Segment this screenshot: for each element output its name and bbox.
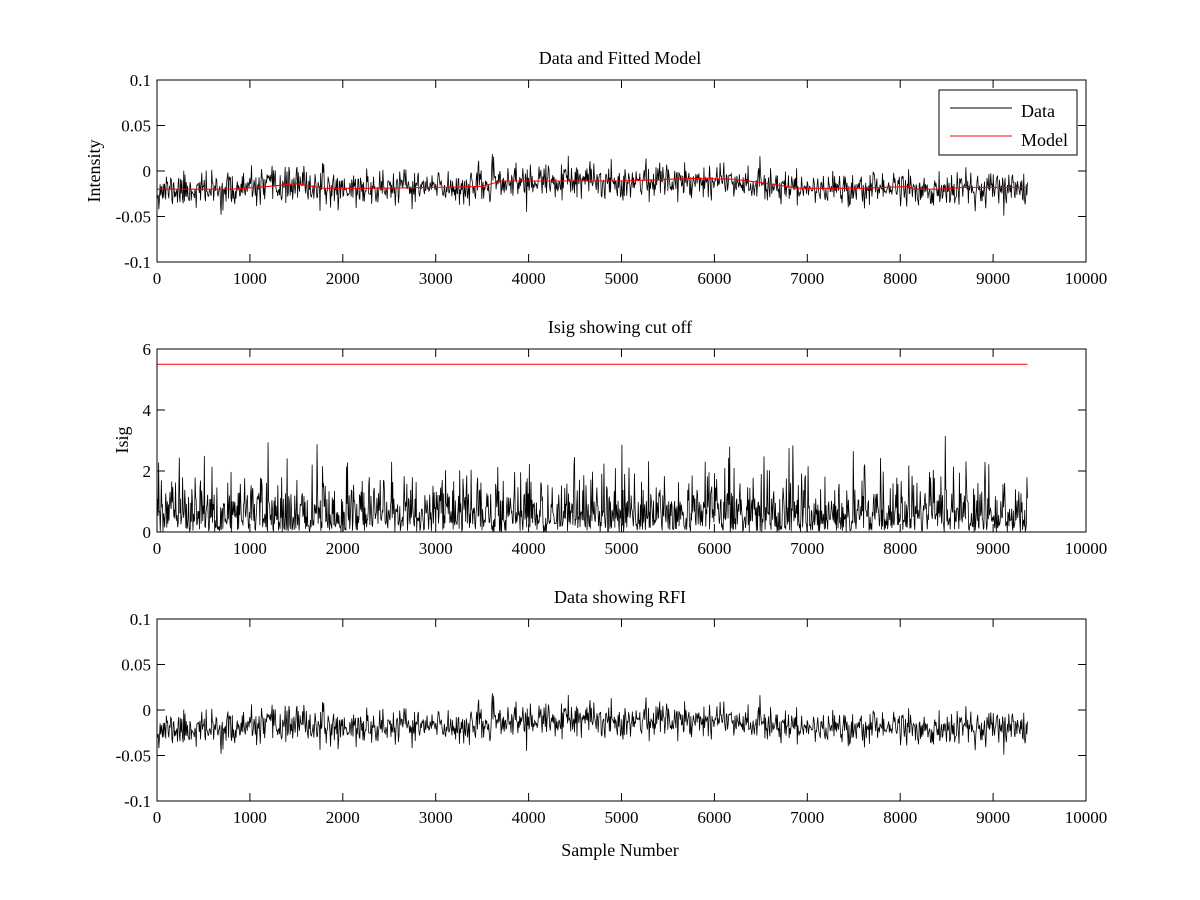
panel-3-x-tick-label: 4000 bbox=[512, 808, 546, 827]
panel-3-x-tick-label: 2000 bbox=[326, 808, 360, 827]
panel-2-x-tick-label: 8000 bbox=[883, 539, 917, 558]
panel-1-y-tick-label: 0.1 bbox=[130, 71, 151, 90]
panel-1-x-tick-label: 7000 bbox=[790, 269, 824, 288]
panel-2-x-tick-label: 5000 bbox=[605, 539, 639, 558]
panel-3-x-tick-label: 1000 bbox=[233, 808, 267, 827]
panel-3-y-tick-label: -0.1 bbox=[124, 792, 151, 811]
panel-2-x-tick-label: 3000 bbox=[419, 539, 453, 558]
panel-3-y-tick-label: 0 bbox=[143, 701, 152, 720]
legend-box bbox=[938, 89, 1078, 156]
panel-2-series-1 bbox=[156, 435, 1028, 533]
panel-2-y-tick-label: 6 bbox=[143, 340, 152, 359]
panel-3-y-tick-label: 0.05 bbox=[121, 656, 151, 675]
legend-model-label: Model bbox=[1021, 130, 1068, 150]
panel-1-y-tick-label: 0.05 bbox=[121, 117, 151, 136]
panel-3-y-tick-label: 0.1 bbox=[130, 610, 151, 629]
panel-2-y-axis-label: Isig bbox=[112, 427, 132, 454]
panel-2-x-tick-label: 2000 bbox=[326, 539, 360, 558]
panel-1-x-tick-label: 0 bbox=[153, 269, 162, 288]
panel-2-axes: 0 1000 2000 3000 4000 5000 6000 7000 8000 9000 100… bbox=[143, 340, 1108, 558]
panel-2-y-tick-label: 4 bbox=[143, 401, 152, 420]
legend-data-label: Data bbox=[1021, 101, 1055, 121]
panel-3-x-tick-label: 3000 bbox=[419, 808, 453, 827]
panel-2-x-tick-label: 4000 bbox=[512, 539, 546, 558]
panel-3-x-tick-label: 7000 bbox=[790, 808, 824, 827]
panel-data-and-fitted-model: Data and Fitted Model Intensity 0 1000 200… bbox=[84, 48, 1107, 288]
panel-2-title: Isig showing cut off bbox=[548, 317, 692, 337]
panel-1-y-axis-label: Intensity bbox=[84, 140, 104, 203]
panel-3-x-tick-label: 6000 bbox=[697, 808, 731, 827]
panel-3-title: Data showing RFI bbox=[554, 587, 686, 607]
panel-2-x-tick-label: 1000 bbox=[233, 539, 267, 558]
panel-3-x-tick-label: 0 bbox=[153, 808, 162, 827]
panel-3-x-tick-label: 8000 bbox=[883, 808, 917, 827]
panel-1-title: Data and Fitted Model bbox=[539, 48, 701, 68]
panel-2-y-tick-label: 2 bbox=[143, 462, 152, 481]
panel-1-y-tick-label: 0 bbox=[143, 162, 152, 181]
panel-3-axes: 0 1000 2000 3000 4000 5000 6000 7000 8000 9000 100… bbox=[116, 610, 1108, 827]
panel-1-x-tick-label: 9000 bbox=[976, 269, 1010, 288]
panel-1-x-tick-label: 10000 bbox=[1065, 269, 1108, 288]
panel-1-x-tick-label: 2000 bbox=[326, 269, 360, 288]
panel-1-axes: 0 1000 2000 3000 4000 5000 6000 7000 8000 9000 100… bbox=[116, 71, 1108, 288]
panel-3-series-1 bbox=[156, 693, 1028, 755]
panel-1-x-tick-label: 4000 bbox=[512, 269, 546, 288]
panel-3-series-layer bbox=[156, 693, 1028, 755]
panel-1-y-tick-label: -0.05 bbox=[116, 208, 151, 227]
panel-3-y-tick-label: -0.05 bbox=[116, 747, 151, 766]
panel-1-x-tick-label: 6000 bbox=[697, 269, 731, 288]
panel-2-x-tick-label: 0 bbox=[153, 539, 162, 558]
panel-2-x-tick-label: 9000 bbox=[976, 539, 1010, 558]
panel-1-y-tick-label: -0.1 bbox=[124, 253, 151, 272]
panel-3-x-tick-label: 9000 bbox=[976, 808, 1010, 827]
panel-1-x-tick-label: 3000 bbox=[419, 269, 453, 288]
panel-1-series-layer bbox=[156, 154, 1028, 216]
panel-1-legend: Data Model bbox=[938, 89, 1078, 156]
panel-3-x-tick-label: 10000 bbox=[1065, 808, 1108, 827]
panel-data-showing-rfi: Data showing RFI Sample Number 0 1000 2000… bbox=[116, 587, 1108, 860]
panel-2-x-tick-label: 10000 bbox=[1065, 539, 1108, 558]
panel-2-series-layer bbox=[156, 363, 1028, 533]
panel-1-x-tick-label: 5000 bbox=[605, 269, 639, 288]
panel-1-x-tick-label: 1000 bbox=[233, 269, 267, 288]
panel-1-series-1-data bbox=[156, 154, 1028, 216]
panel-2-x-tick-label: 6000 bbox=[697, 539, 731, 558]
panel-3-x-axis-label: Sample Number bbox=[561, 840, 678, 860]
panel-2-y-tick-label: 0 bbox=[143, 523, 152, 542]
panel-isig-showing-cut-off: Isig showing cut off Isig 0 1000 2000 3000 4… bbox=[112, 317, 1107, 558]
panel-3-x-tick-label: 5000 bbox=[605, 808, 639, 827]
panel-1-series-2-model bbox=[157, 177, 1028, 190]
panel-1-x-tick-label: 8000 bbox=[883, 269, 917, 288]
panel-2-x-tick-label: 7000 bbox=[790, 539, 824, 558]
